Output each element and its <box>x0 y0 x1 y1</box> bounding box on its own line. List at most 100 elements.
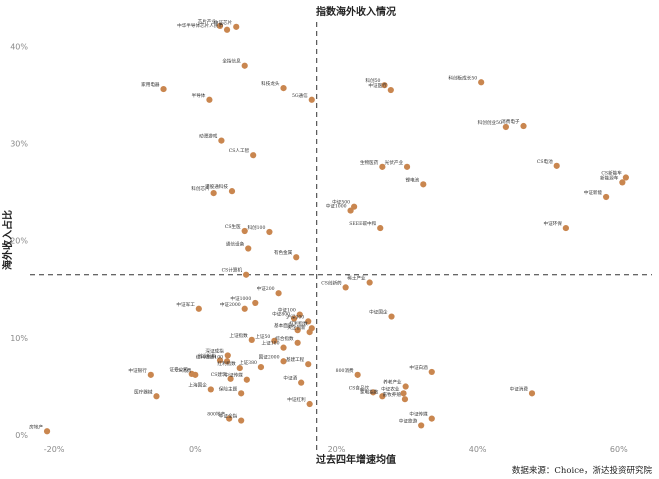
point-label: 半导体 <box>192 92 206 99</box>
point-label: 光伏产业 <box>385 159 404 166</box>
data-point <box>418 422 425 429</box>
data-point <box>478 79 485 86</box>
point-label: 上证380 <box>239 359 257 366</box>
data-point <box>43 428 51 435</box>
point-label: 中证农业 <box>381 385 400 392</box>
data-point <box>428 368 435 376</box>
x-axis-label: 过去四年增速均值 <box>316 453 396 466</box>
data-point <box>377 224 384 232</box>
data-point <box>553 162 560 169</box>
point-label: 央企创新 <box>287 324 306 331</box>
point-label: 中证酒 <box>283 375 297 382</box>
data-point <box>354 371 361 378</box>
point-label: CS计算机 <box>222 267 243 274</box>
point-label: 中证银行 <box>128 367 147 374</box>
y-tick-label: 40% <box>10 42 28 51</box>
point-label: 国证2000 <box>259 353 280 360</box>
point-label: CS电池 <box>537 158 553 165</box>
point-label: 科创创业50 <box>478 119 502 126</box>
point-label: 800地产 <box>207 411 225 418</box>
point-label: 800消费 <box>336 367 354 374</box>
data-point <box>238 417 245 424</box>
point-label: 动漫游戏 <box>199 133 218 140</box>
point-label: CS建筑 <box>211 371 227 378</box>
data-point <box>275 290 282 297</box>
data-point <box>306 400 313 408</box>
x-tick-label: 0% <box>189 445 202 454</box>
point-label: 港股通科技 <box>205 183 228 190</box>
data-point <box>308 96 315 103</box>
data-point <box>619 179 626 186</box>
data-point <box>305 318 312 325</box>
x-tick-label: 40% <box>469 445 487 454</box>
data-point <box>206 96 213 103</box>
data-point <box>233 23 240 30</box>
point-label: 基建工程 <box>286 356 305 363</box>
data-point <box>306 328 313 336</box>
data-point <box>379 163 386 170</box>
data-point <box>160 85 167 93</box>
y-tick-label: 0% <box>15 431 28 440</box>
data-point <box>520 122 527 130</box>
data-point <box>266 228 273 236</box>
data-point <box>271 337 278 344</box>
x-tick-label: -20% <box>44 445 65 454</box>
point-label: 中证新能 <box>584 189 603 196</box>
data-point <box>207 386 214 393</box>
point-label: 房地产 <box>29 423 43 430</box>
chart-title: 指数海外收入情况 <box>316 5 396 18</box>
point-label: 保险主题 <box>219 385 238 392</box>
data-point <box>218 137 225 144</box>
point-label: 科创50 <box>365 77 380 84</box>
point-label: 稀土产业 <box>347 275 366 282</box>
point-label: 证券公司 <box>169 366 188 373</box>
point-label: 创业板指 <box>198 352 217 359</box>
data-point <box>238 390 245 397</box>
data-point <box>280 344 287 351</box>
point-label: 医疗器械 <box>134 388 153 395</box>
data-point <box>243 271 250 278</box>
data-points <box>43 22 629 435</box>
data-point <box>387 86 394 94</box>
data-point <box>293 254 300 261</box>
data-point <box>248 336 255 343</box>
point-label: 中证100 <box>278 307 296 314</box>
point-label: 中证2000 <box>220 301 241 308</box>
point-label: 上证50 <box>255 333 270 340</box>
data-point <box>241 62 248 69</box>
data-point <box>195 305 202 312</box>
point-label: 中证消费 <box>510 385 529 392</box>
data-point <box>305 361 312 368</box>
data-point <box>227 375 234 382</box>
point-label: 深证成指 <box>205 347 224 354</box>
point-label: 基本面50 <box>274 322 294 329</box>
point-label: 科创100 <box>247 224 265 231</box>
point-label: 中证传媒 <box>409 411 428 418</box>
data-point <box>294 327 301 334</box>
point-label: 中证全指 <box>219 413 238 420</box>
point-label: CS人工智 <box>229 147 250 154</box>
data-point <box>622 174 629 181</box>
data-point <box>400 390 407 397</box>
data-point <box>401 396 409 403</box>
data-point <box>226 415 233 422</box>
data-point <box>192 371 199 378</box>
reference-lines <box>30 22 652 450</box>
data-point <box>528 390 536 397</box>
data-point <box>236 364 243 372</box>
data-point <box>216 22 224 29</box>
data-point <box>216 357 224 364</box>
point-label: 中证500 <box>332 199 350 206</box>
point-label: 中证200 <box>257 285 275 292</box>
point-label: 中华半导体芯片人民币 <box>177 22 223 29</box>
data-point <box>366 279 373 286</box>
point-label: 中证800 <box>272 310 290 317</box>
point-label: 畜牧养殖 <box>383 391 402 398</box>
source-note: 数据来源：Choice，浙达投资研究院 <box>512 465 653 476</box>
x-axis-ticks: -20% 0% 20% 40% 60% <box>44 445 628 454</box>
point-label: CS生医 <box>225 223 241 230</box>
data-point <box>241 227 248 235</box>
point-label: 中证传媒 <box>224 372 243 379</box>
y-tick-label: 30% <box>10 140 28 149</box>
data-point <box>147 371 154 378</box>
